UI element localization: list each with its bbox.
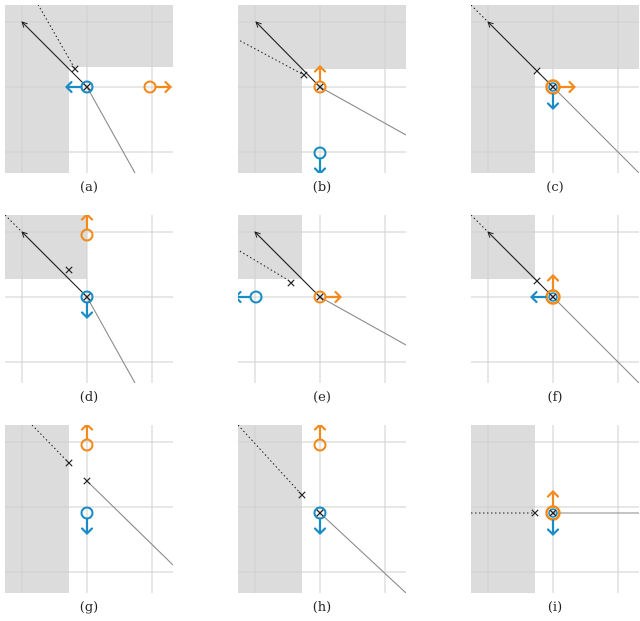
panel-label: (a) (80, 180, 98, 195)
arrow-head (80, 311, 94, 319)
cross-mark (531, 509, 539, 517)
arrow-head (334, 290, 342, 304)
trajectory-arrow (22, 22, 88, 88)
cross-mark (287, 279, 295, 287)
panel-plot-area (471, 215, 639, 383)
arrow-head (313, 527, 327, 535)
panel-f: (f) (471, 215, 639, 405)
arrow-head (238, 290, 242, 304)
trajectory-continuation (319, 512, 406, 593)
cross-mark (298, 491, 306, 499)
panel-plot-area (5, 425, 173, 593)
arrow-head (546, 102, 560, 110)
arrow-head (546, 274, 560, 282)
panel-label: (g) (80, 600, 98, 615)
cross-mark (300, 71, 308, 79)
arrow-head (313, 425, 327, 431)
panel-plot-area (5, 215, 173, 383)
arrow-head (530, 290, 538, 304)
arrow-head (568, 80, 576, 94)
panel-label: (e) (313, 390, 331, 405)
trajectory-arrow (256, 22, 321, 88)
cross-mark (549, 83, 557, 91)
cross-mark (71, 65, 79, 73)
cross-mark (549, 293, 557, 301)
panel-a: (a) (5, 5, 173, 195)
arrow-head (313, 167, 327, 173)
panel-g: (g) (5, 425, 173, 615)
panel-c: (c) (471, 5, 639, 195)
arrow-head (313, 65, 327, 73)
panel-label: (i) (548, 600, 562, 615)
trajectory-continuation (86, 480, 173, 566)
panel-plot-area (238, 215, 406, 383)
trajectory-continuation (319, 86, 406, 136)
panel-plot-area (238, 5, 406, 173)
blue-inner-circle (548, 508, 558, 518)
cross-mark (83, 83, 91, 91)
trajectory-dotted (31, 425, 70, 464)
trajectory-arrow (488, 232, 554, 298)
blue-inner-circle (548, 82, 558, 92)
cross-mark (316, 509, 324, 517)
cross-mark (533, 277, 541, 285)
panel-label: (h) (313, 600, 332, 615)
trajectory-arrow (22, 232, 88, 298)
cross-mark (316, 293, 324, 301)
trajectory-arrow (488, 22, 554, 88)
blocked-region (5, 425, 69, 593)
blocked-region (471, 425, 535, 593)
trajectory-dotted (238, 39, 305, 76)
trajectory-continuation (552, 296, 639, 383)
arrow-head (80, 425, 94, 431)
panel-label: (c) (546, 180, 563, 195)
cross-mark (65, 459, 73, 467)
panel-plot-area (471, 425, 639, 593)
trajectory-continuation (552, 86, 639, 173)
arrow-head (164, 80, 172, 94)
panel-label: (d) (80, 390, 98, 405)
cross-mark (65, 266, 73, 274)
arrow-head (65, 80, 73, 94)
trajectory-dotted (5, 215, 23, 233)
trajectory-continuation (319, 296, 406, 346)
panel-d: (d) (5, 215, 173, 405)
cross-mark (83, 293, 91, 301)
cross-mark (316, 83, 324, 91)
trajectory-dotted (37, 5, 76, 70)
panel-plot-area (5, 5, 173, 173)
panel-plot-area (471, 5, 639, 173)
panel-label: (f) (548, 390, 563, 405)
cross-mark (83, 477, 91, 485)
cross-mark (549, 509, 557, 517)
trajectory-continuation (86, 86, 136, 173)
panel-plot-area (238, 425, 406, 593)
arrow-head (546, 528, 560, 536)
trajectory-arrow (255, 232, 321, 298)
trajectory-continuation (86, 296, 136, 383)
arrow-head (80, 215, 94, 221)
arrow-head (546, 490, 560, 498)
trajectory-dotted (471, 5, 489, 23)
panel-b: (b) (238, 5, 406, 195)
panel-h: (h) (238, 425, 406, 615)
blue-inner-circle (548, 292, 558, 302)
blocked-region (5, 215, 87, 279)
arrow-head (80, 527, 94, 535)
panel-e: (e) (238, 215, 406, 405)
blocked-region (238, 425, 302, 593)
trajectory-dotted (471, 215, 489, 233)
panel-label: (b) (313, 180, 331, 195)
panel-i: (i) (471, 425, 639, 615)
cross-mark (533, 67, 541, 75)
